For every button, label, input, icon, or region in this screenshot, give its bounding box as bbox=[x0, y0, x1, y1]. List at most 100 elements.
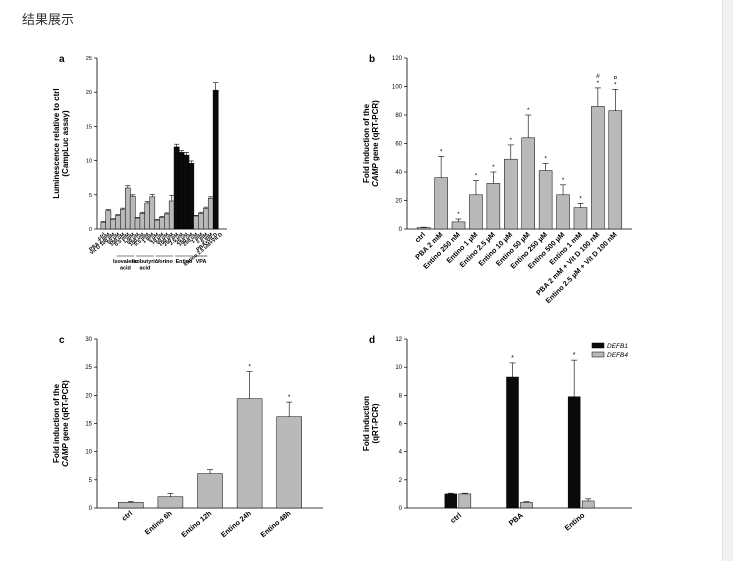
y-axis-label: Fold induction of the bbox=[52, 383, 61, 463]
bar bbox=[164, 213, 170, 230]
bar bbox=[276, 416, 302, 509]
y-tick-label: 0 bbox=[89, 506, 93, 512]
page-title: 结果展示 bbox=[22, 13, 75, 28]
bar bbox=[178, 152, 185, 230]
y-tick-label: 8 bbox=[399, 393, 403, 399]
bar bbox=[506, 376, 519, 509]
significance-mark: * bbox=[562, 177, 565, 184]
panel-letter: d bbox=[369, 335, 375, 346]
bar bbox=[198, 213, 204, 230]
significance-mark: * bbox=[510, 137, 513, 144]
bar bbox=[444, 493, 458, 509]
bar bbox=[458, 493, 472, 509]
legend-label: DEFB4 bbox=[607, 352, 628, 359]
chart-panel-d: d 0 2 4 6 8 10 12 Fold induction (qRT-PCR) ctrl * PB… bbox=[362, 335, 632, 533]
bar bbox=[591, 106, 605, 230]
bar bbox=[139, 213, 146, 230]
y-tick-label: 0 bbox=[399, 227, 403, 233]
x-tick-label: Entino bbox=[563, 510, 587, 532]
significance-mark: * bbox=[614, 81, 617, 88]
group-label: Entino bbox=[176, 259, 193, 265]
group-label: Vorino bbox=[156, 259, 173, 265]
x-tick-label: Entino 24h bbox=[219, 509, 253, 540]
y-tick-label: 0 bbox=[89, 227, 92, 233]
legend-swatch bbox=[591, 342, 605, 349]
x-tick-label: Entino 48h bbox=[259, 509, 293, 540]
bar bbox=[144, 202, 151, 230]
bar bbox=[120, 208, 126, 230]
y-tick-label: 10 bbox=[395, 365, 402, 371]
significance-mark: * bbox=[597, 80, 600, 87]
legend-label: DEFB1 bbox=[607, 343, 628, 350]
y-tick-label: 100 bbox=[392, 85, 403, 91]
chart-panel-c: c 0 5 10 15 20 25 30 Fold induction of the CAMP g… bbox=[52, 335, 323, 539]
bar bbox=[159, 217, 165, 230]
bar bbox=[168, 200, 175, 230]
group-label: acid bbox=[140, 266, 151, 272]
scrollbar-strip[interactable] bbox=[722, 0, 733, 561]
y-tick-label: 25 bbox=[85, 365, 92, 371]
y-tick-label: 4 bbox=[399, 450, 403, 456]
bar bbox=[197, 473, 223, 509]
y-tick-label: 15 bbox=[86, 124, 92, 130]
y-tick-label: 30 bbox=[85, 337, 92, 343]
y-tick-label: 5 bbox=[89, 478, 93, 484]
x-tick-label: ctrl bbox=[97, 232, 107, 242]
y-tick-label: 60 bbox=[395, 142, 402, 148]
bar bbox=[486, 183, 501, 230]
significance-mark: # bbox=[596, 73, 600, 80]
chart-panel-b: b 0 20 40 60 80 100 120 Fold induction of the CAM… bbox=[362, 54, 632, 305]
bar bbox=[416, 227, 431, 230]
bar bbox=[207, 197, 214, 230]
y-tick-label: 2 bbox=[399, 478, 403, 484]
bar bbox=[188, 163, 195, 230]
bar bbox=[183, 154, 190, 230]
bar bbox=[520, 502, 533, 509]
bar bbox=[105, 210, 112, 230]
bar bbox=[434, 177, 448, 230]
significance-mark: * bbox=[579, 195, 582, 202]
significance-mark: * bbox=[544, 155, 547, 162]
panel-letter: a bbox=[59, 54, 65, 65]
significance-mark: * bbox=[511, 355, 514, 362]
bar bbox=[556, 194, 570, 230]
y-tick-label: 40 bbox=[395, 170, 402, 176]
group-label: VPA bbox=[196, 259, 207, 265]
significance-mark: * bbox=[527, 107, 530, 114]
y-axis-label: Fold induction bbox=[362, 396, 371, 451]
significance-mark: * bbox=[440, 148, 443, 155]
bar bbox=[469, 194, 483, 230]
bar bbox=[100, 221, 107, 230]
bar bbox=[157, 496, 184, 509]
y-axis-label: CAMP gene (qRT-PCR) bbox=[371, 100, 380, 187]
y-tick-label: 120 bbox=[392, 56, 403, 62]
bar bbox=[581, 500, 595, 509]
bar bbox=[573, 207, 588, 230]
bar bbox=[236, 398, 263, 509]
bar bbox=[129, 195, 136, 230]
bar bbox=[154, 219, 160, 230]
significance-mark: * bbox=[248, 364, 251, 371]
y-tick-label: 20 bbox=[85, 393, 92, 399]
bar bbox=[212, 89, 219, 230]
y-axis-label: (qRT-PCR) bbox=[371, 403, 380, 443]
y-tick-label: 10 bbox=[86, 159, 92, 165]
legend-swatch bbox=[591, 351, 605, 358]
significance-mark: * bbox=[475, 173, 478, 180]
bar bbox=[538, 170, 553, 230]
x-tick-label: ctrl bbox=[120, 509, 134, 523]
bar bbox=[115, 215, 121, 230]
significance-mark: ¤ bbox=[613, 74, 617, 81]
bar bbox=[608, 110, 623, 230]
y-tick-label: 20 bbox=[86, 90, 92, 96]
group-label: acid bbox=[120, 266, 131, 272]
bar bbox=[504, 158, 518, 230]
bar bbox=[193, 215, 200, 230]
bar bbox=[149, 196, 156, 230]
significance-mark: * bbox=[288, 394, 291, 401]
y-axis-label: CAMP gene (qRT-PCR) bbox=[61, 380, 70, 467]
y-tick-label: 80 bbox=[395, 113, 402, 119]
panel-letter: c bbox=[59, 335, 65, 346]
bar bbox=[203, 208, 209, 230]
significance-mark: * bbox=[573, 352, 576, 359]
